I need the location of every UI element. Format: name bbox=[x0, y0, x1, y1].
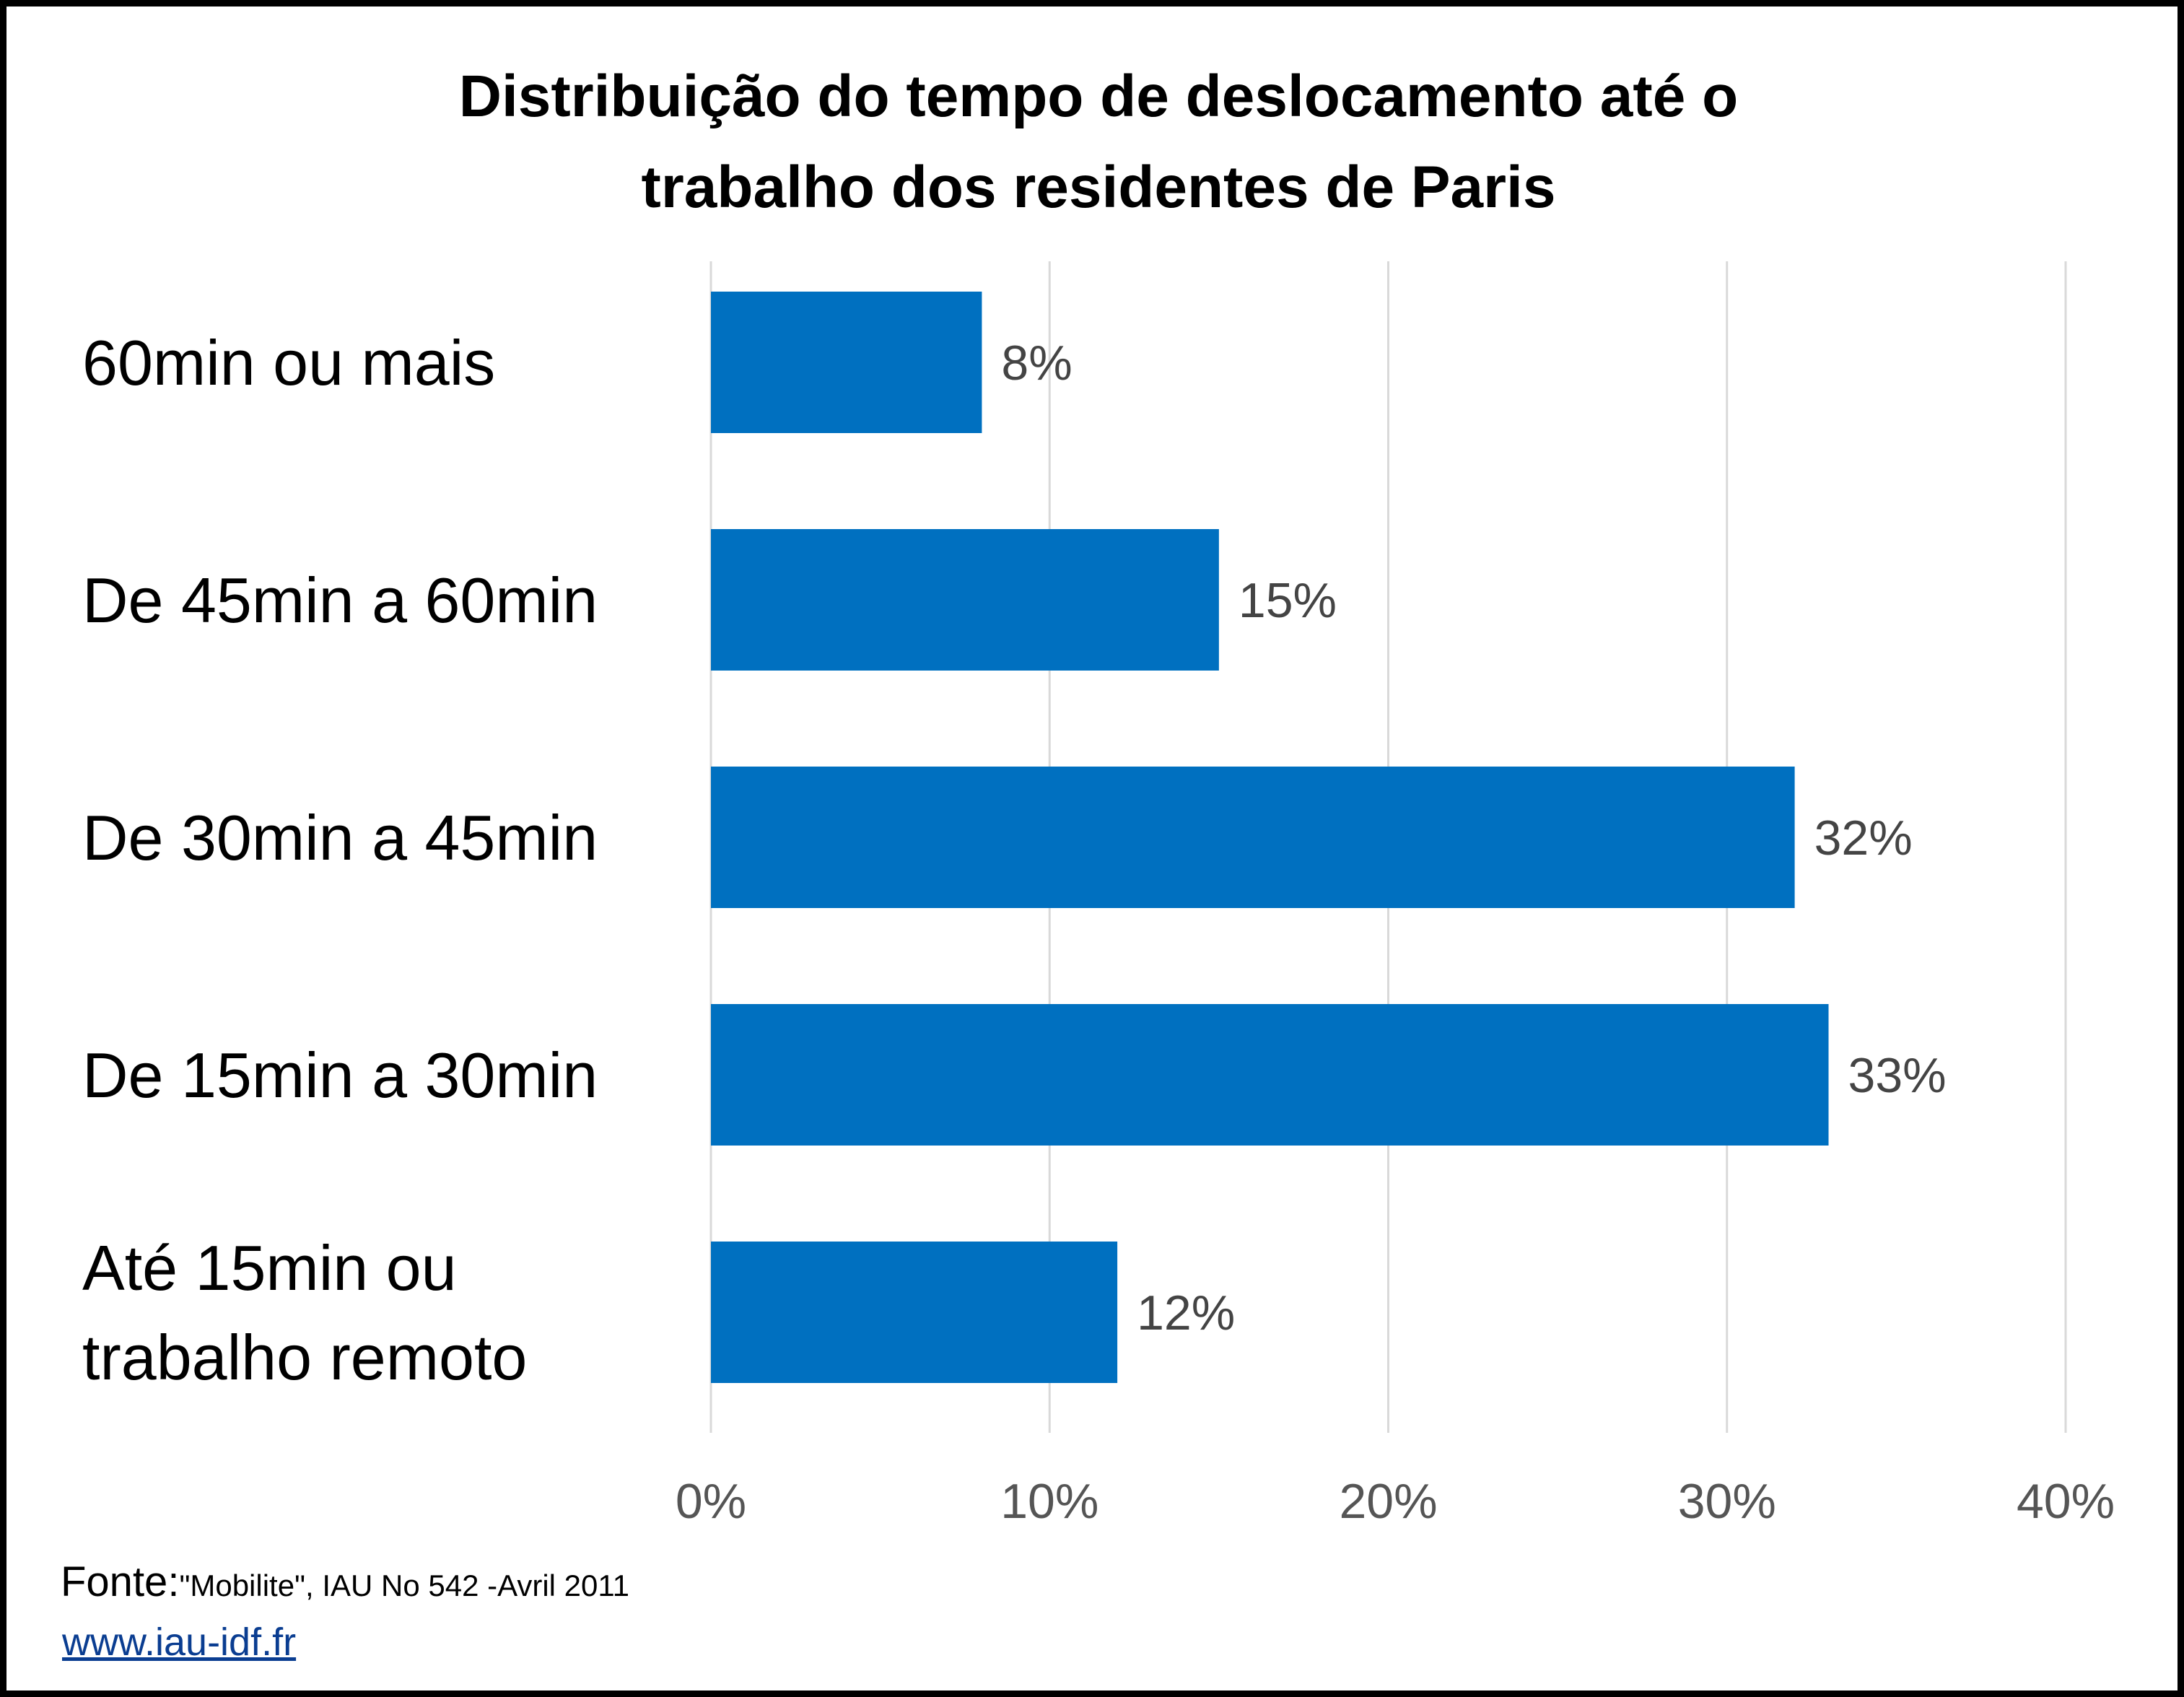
data-labels: 8% 15% 32% 33% 12% bbox=[1001, 336, 1946, 1340]
category-label: 60min ou mais bbox=[82, 327, 495, 398]
category-label: De 15min a 30min bbox=[82, 1039, 598, 1111]
x-tick-label: 10% bbox=[1000, 1474, 1098, 1529]
data-label: 8% bbox=[1001, 336, 1072, 391]
bars bbox=[711, 292, 1829, 1383]
bar bbox=[711, 292, 982, 433]
x-tick-label: 40% bbox=[2017, 1474, 2115, 1529]
data-label: 12% bbox=[1137, 1286, 1235, 1340]
category-label-line: Até 15min ou bbox=[82, 1232, 457, 1304]
bar bbox=[711, 767, 1795, 908]
category-label: De 45min a 60min bbox=[82, 564, 598, 636]
source-note: Fonte:"Mobilite", IAU No 542 -Avril 2011 bbox=[61, 1558, 629, 1606]
category-label-line: 60min ou mais bbox=[82, 327, 495, 398]
category-labels: 60min ou mais De 45min a 60min De 30min a … bbox=[82, 327, 598, 1393]
category-label: Até 15min ou trabalho remoto bbox=[82, 1232, 527, 1393]
category-label-line: De 30min a 45min bbox=[82, 802, 598, 873]
chart-title: Distribuição do tempo de deslocamento at… bbox=[6, 51, 2184, 233]
source-link[interactable]: www.iau-idf.fr bbox=[62, 1620, 297, 1664]
x-tick-label: 20% bbox=[1339, 1474, 1437, 1529]
x-tick-label: 0% bbox=[676, 1474, 746, 1529]
data-label: 32% bbox=[1814, 811, 1913, 865]
bar bbox=[711, 529, 1219, 671]
data-label: 33% bbox=[1848, 1048, 1947, 1103]
category-label: De 30min a 45min bbox=[82, 802, 598, 873]
category-label-line: trabalho remoto bbox=[82, 1322, 527, 1393]
chart-title-line-1: Distribuição do tempo de deslocamento at… bbox=[458, 64, 1739, 129]
bar bbox=[711, 1004, 1829, 1146]
category-label-line: De 45min a 60min bbox=[82, 564, 598, 636]
bar bbox=[711, 1242, 1118, 1383]
chart-title-line-2: trabalho dos residentes de Paris bbox=[641, 154, 1556, 220]
category-label-line: De 15min a 30min bbox=[82, 1039, 598, 1111]
x-tick-labels: 0% 10% 20% 30% 40% bbox=[676, 1474, 2115, 1529]
source-label: Fonte: bbox=[61, 1558, 180, 1605]
x-tick-label: 30% bbox=[1678, 1474, 1776, 1529]
source-text: "Mobilite", IAU No 542 -Avril 2011 bbox=[179, 1569, 629, 1602]
data-label: 15% bbox=[1239, 573, 1337, 628]
